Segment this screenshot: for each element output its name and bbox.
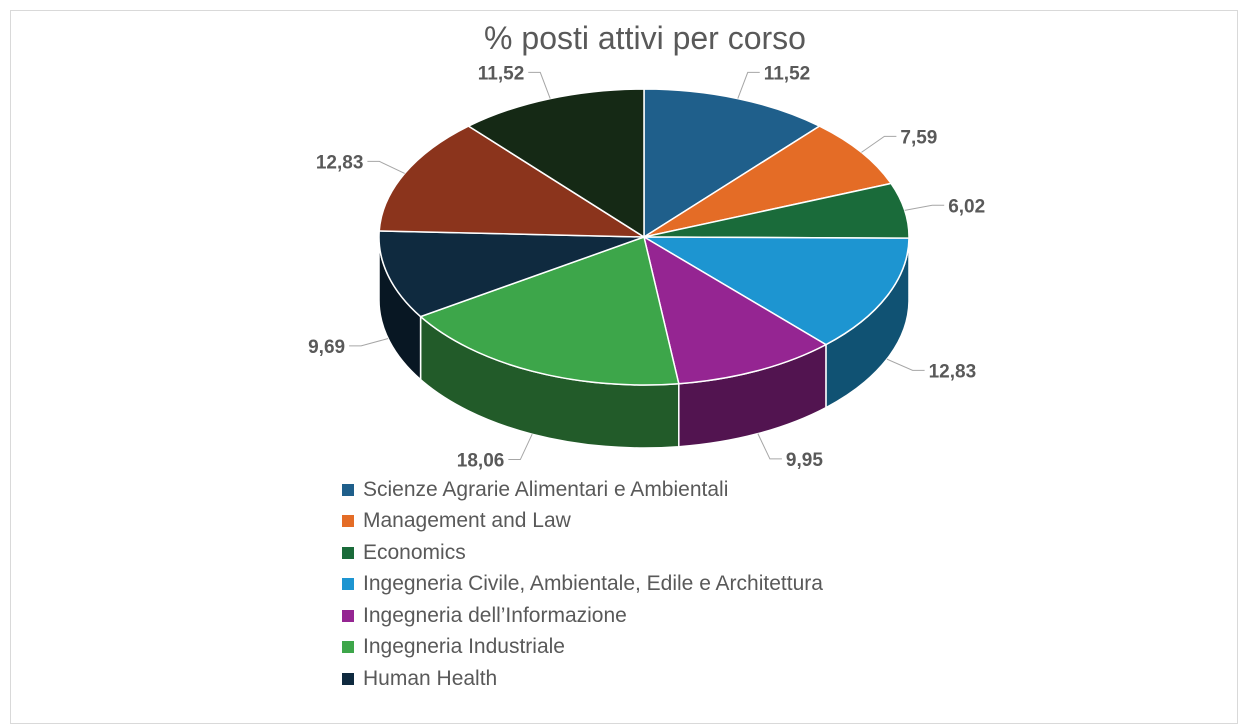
legend-swatch xyxy=(342,546,354,559)
leader-line-1 xyxy=(737,71,760,99)
pie-sides xyxy=(378,236,910,449)
leader-line-6 xyxy=(508,433,533,461)
data-label-2: 7,59 xyxy=(900,127,937,148)
legend-item-6: Ingegneria Industriale xyxy=(342,632,823,664)
legend-label: Ingegneria dell’Informazione xyxy=(363,603,627,627)
leader-line-3 xyxy=(904,204,945,211)
legend-item-1: Scienze Agrarie Alimentari e Ambientali xyxy=(342,474,823,506)
data-label-5: 9,95 xyxy=(786,450,823,471)
legend-swatch xyxy=(342,483,354,496)
data-label-9: 11,52 xyxy=(478,63,525,84)
data-label-3: 6,02 xyxy=(948,196,985,217)
leader-line-9 xyxy=(528,71,551,99)
leader-line-5 xyxy=(757,433,782,460)
data-label-7: 9,69 xyxy=(308,337,345,358)
pie-slice-9 xyxy=(466,88,645,239)
chart-legend: Scienze Agrarie Alimentari e Ambientali M… xyxy=(342,474,823,695)
legend-item-7: Human Health xyxy=(342,663,823,695)
pie-slice-8 xyxy=(378,125,647,238)
pie-slice-4 xyxy=(641,236,910,346)
leader-line-2 xyxy=(861,135,897,153)
legend-item-4: Ingegneria Civile, Ambientale, Edile e A… xyxy=(342,569,823,601)
legend-label: Economics xyxy=(363,540,466,564)
legend-label: Management and Law xyxy=(363,509,571,533)
pie-slice-1 xyxy=(643,88,822,239)
leader-line-8 xyxy=(367,160,405,174)
legend-swatch xyxy=(342,672,354,685)
leader-line-4 xyxy=(886,358,925,371)
legend-label: Scienze Agrarie Alimentari e Ambientali xyxy=(363,477,729,501)
data-label-1: 11,52 xyxy=(764,63,811,84)
legend-label: Ingegneria Industriale xyxy=(363,635,565,659)
pie-slice-6 xyxy=(419,236,680,386)
legend-item-2: Management and Law xyxy=(342,506,823,538)
legend-swatch xyxy=(342,578,354,591)
data-label-8: 12,83 xyxy=(316,152,364,173)
legend-label: Ingegneria Civile, Ambientale, Edile e A… xyxy=(363,572,823,596)
pie-slice-7 xyxy=(378,230,645,318)
legend-swatch xyxy=(342,641,354,654)
leader-line-7 xyxy=(349,338,389,347)
legend-item-5: Ingegneria dell’Informazione xyxy=(342,600,823,632)
data-label-6: 18,06 xyxy=(457,451,505,472)
legend-swatch xyxy=(342,515,354,528)
data-label-4: 12,83 xyxy=(929,361,977,382)
pie-slice-5 xyxy=(642,235,828,385)
legend-label: Human Health xyxy=(363,666,498,690)
chart-title: % posti attivi per corso xyxy=(484,20,806,56)
legend-swatch xyxy=(342,609,354,622)
legend-item-3: Economics xyxy=(342,537,823,569)
